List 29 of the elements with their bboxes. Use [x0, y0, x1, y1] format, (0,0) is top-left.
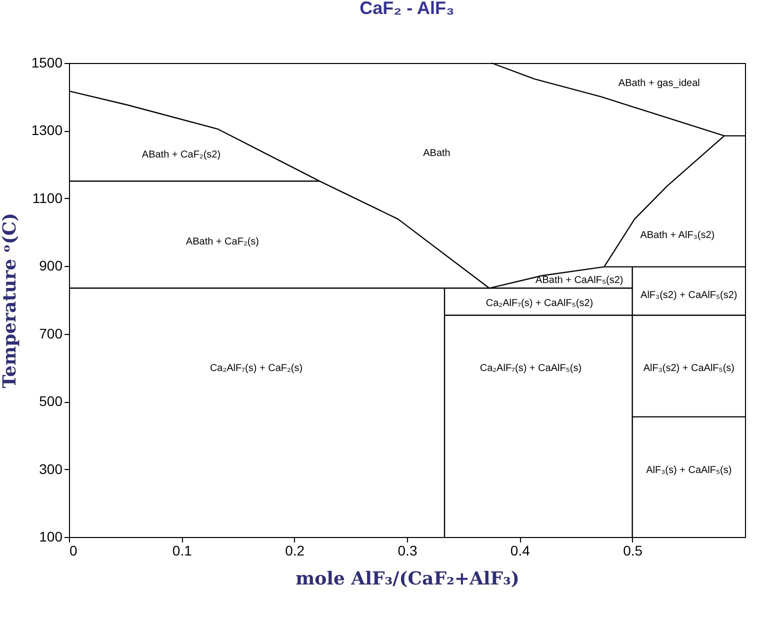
- annotation: Ca₂AlF₇(s) + CaAlF₅(s): [480, 362, 582, 374]
- chart-title: CaF₂ - AlF₃: [360, 0, 454, 18]
- y-tick-label: 900: [39, 258, 63, 274]
- annotation: AlF₃(s) + CaAlF₅(s): [646, 465, 732, 476]
- x-tick-label: 0.1: [172, 542, 192, 558]
- x-tick-label: 0.4: [510, 542, 530, 558]
- x-tick-label: 0.2: [285, 542, 305, 558]
- annotation: ABath + AlF₃(s2): [640, 230, 715, 242]
- x-tick-label: 0.3: [398, 542, 418, 558]
- y-tick-label: 100: [39, 528, 63, 544]
- x-axis-title: mole AlF₃/(CaF₂+AlF₃): [296, 568, 520, 590]
- annotation: ABath + CaAlF₅(s2): [536, 275, 624, 286]
- annotation: AlF₃(s2) + CaAlF₅(s): [643, 362, 734, 374]
- annotation: AlF₃(s2) + CaAlF₅(s2): [640, 290, 738, 301]
- y-tick-label: 500: [39, 393, 63, 410]
- y-axis-title: Temperature ᵒ(C): [0, 212, 20, 388]
- annotation: Ca₂AlF₇(s) + CaAlF₅(s2): [486, 298, 594, 309]
- y-tick-label: 1100: [32, 190, 63, 206]
- annotation: ABath: [423, 148, 450, 160]
- annotation: ABath + CaF₂(s): [186, 236, 259, 248]
- annotation: ABath + gas_ideal: [618, 78, 700, 89]
- annotation: Ca₂AlF₇(s) + CaF₂(s): [210, 362, 303, 374]
- y-tick-label: 1300: [31, 122, 63, 138]
- y-tick-label: 700: [39, 325, 63, 342]
- y-tick-label: 300: [39, 460, 63, 477]
- x-tick-label: 0.5: [623, 542, 643, 558]
- annotation: ABath + CaF₂(s2): [142, 149, 221, 160]
- x-tick-label: 0: [70, 542, 78, 558]
- y-tick-label: 1500: [31, 54, 63, 70]
